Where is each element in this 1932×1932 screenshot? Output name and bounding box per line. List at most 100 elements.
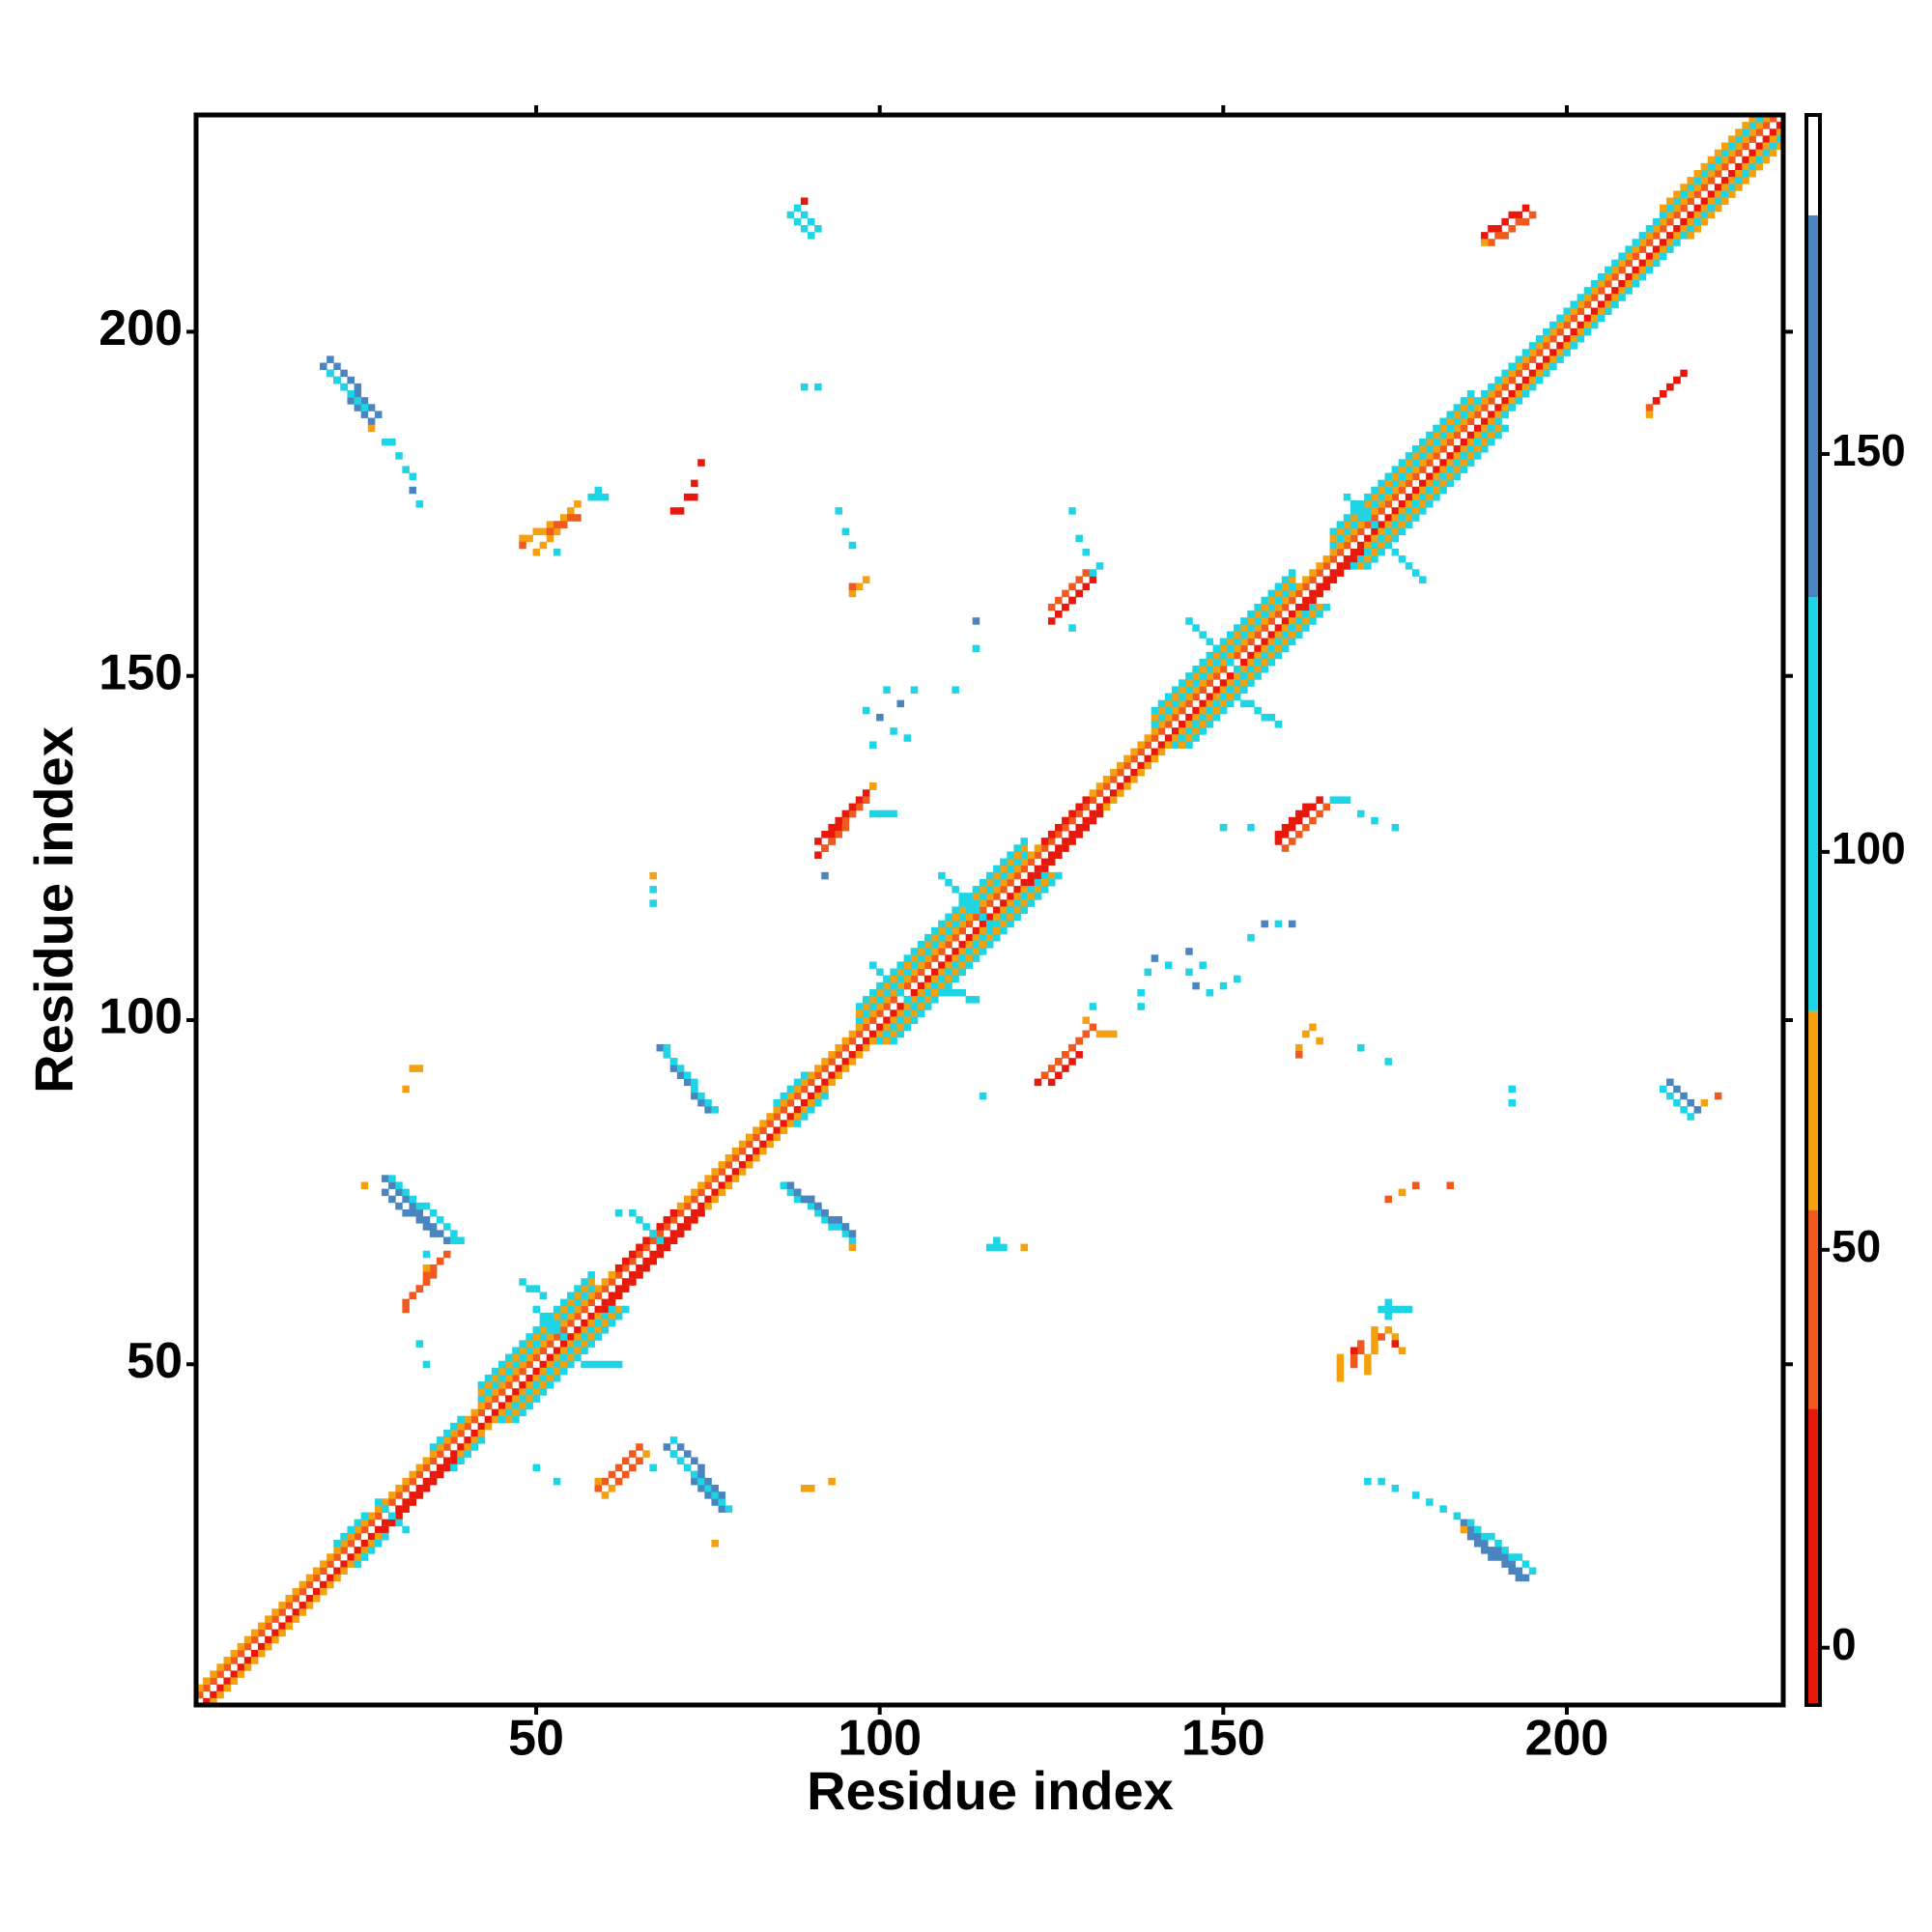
heatmap-cell bbox=[1302, 582, 1310, 591]
heatmap-cell bbox=[1007, 920, 1014, 928]
heatmap-cell bbox=[1199, 679, 1207, 687]
heatmap-cell bbox=[1433, 479, 1440, 488]
heatmap-cell bbox=[1157, 721, 1166, 728]
heatmap-cell bbox=[683, 1202, 692, 1210]
heatmap-cell bbox=[1274, 631, 1283, 639]
heatmap-cell bbox=[821, 1065, 829, 1072]
heatmap-cell bbox=[793, 1120, 802, 1127]
heatmap-cell bbox=[559, 1360, 568, 1369]
heatmap-cell bbox=[676, 1230, 685, 1237]
heatmap-cell bbox=[1466, 411, 1475, 418]
heatmap-cell bbox=[395, 452, 403, 460]
heatmap-cell bbox=[1742, 128, 1749, 136]
heatmap-cell bbox=[388, 1519, 396, 1527]
heatmap-cell bbox=[237, 1663, 245, 1671]
heatmap-cell bbox=[621, 1285, 630, 1293]
heatmap-cell bbox=[938, 975, 946, 983]
heatmap-cell bbox=[1762, 142, 1771, 151]
heatmap-cell bbox=[367, 1547, 376, 1554]
heatmap-cell bbox=[1034, 865, 1042, 873]
heatmap-cell bbox=[1212, 666, 1221, 673]
colorbar-tick-label: 150 bbox=[1832, 425, 1906, 475]
heatmap-cell bbox=[979, 920, 987, 928]
heatmap-cell bbox=[931, 948, 939, 955]
heatmap-cell bbox=[1007, 906, 1014, 914]
heatmap-cell bbox=[697, 1181, 705, 1189]
heatmap-cell bbox=[1597, 314, 1605, 323]
heatmap-cell bbox=[691, 479, 698, 488]
heatmap-cell bbox=[422, 1278, 431, 1286]
heatmap-cell bbox=[312, 1587, 321, 1596]
heatmap-cell bbox=[1405, 500, 1413, 508]
heatmap-cell bbox=[230, 1657, 239, 1664]
heatmap-cell bbox=[1405, 493, 1413, 501]
heatmap-cell bbox=[691, 1092, 698, 1100]
heatmap-cell bbox=[1350, 555, 1358, 563]
heatmap-cell bbox=[519, 1402, 526, 1410]
heatmap-cell bbox=[395, 1202, 403, 1210]
heatmap-cell bbox=[1419, 576, 1427, 583]
heatmap-cell bbox=[539, 1388, 548, 1396]
heatmap-cell bbox=[1309, 603, 1317, 611]
heatmap-cell bbox=[250, 1657, 259, 1664]
heatmap-cell bbox=[890, 810, 897, 818]
heatmap-cell bbox=[1371, 548, 1378, 556]
heatmap-cell bbox=[1185, 713, 1193, 722]
heatmap-cell bbox=[828, 1078, 836, 1087]
heatmap-cell bbox=[1494, 431, 1502, 440]
heatmap-cell bbox=[1543, 327, 1550, 336]
heatmap-cell bbox=[1384, 1305, 1392, 1314]
heatmap-cell bbox=[1528, 376, 1537, 384]
heatmap-cell bbox=[477, 1381, 486, 1389]
heatmap-cell bbox=[1419, 486, 1427, 495]
heatmap-cell bbox=[1295, 631, 1303, 639]
heatmap-cell bbox=[848, 1243, 857, 1252]
heatmap-cell bbox=[711, 1106, 719, 1114]
heatmap-cell bbox=[676, 1457, 685, 1465]
heatmap-cell bbox=[1391, 486, 1400, 495]
heatmap-cell bbox=[1769, 149, 1777, 157]
heatmap-cell bbox=[402, 1305, 410, 1314]
heatmap-cell bbox=[1535, 342, 1544, 350]
heatmap-cell bbox=[1426, 445, 1434, 453]
heatmap-cell bbox=[1439, 424, 1447, 433]
heatmap-cell bbox=[374, 1525, 383, 1534]
heatmap-cell bbox=[814, 225, 822, 233]
heatmap-cell bbox=[1439, 459, 1447, 467]
heatmap-cell bbox=[1034, 893, 1042, 900]
heatmap-cell bbox=[519, 1278, 526, 1286]
heatmap-cell bbox=[429, 1208, 438, 1217]
heatmap-cell bbox=[1199, 666, 1207, 673]
heatmap-cell bbox=[636, 1457, 643, 1465]
heatmap-cell bbox=[1405, 479, 1413, 488]
heatmap-cell bbox=[1590, 294, 1599, 301]
heatmap-cell bbox=[1508, 1560, 1517, 1568]
heatmap-cell bbox=[402, 1498, 410, 1506]
heatmap-cell bbox=[993, 1236, 1001, 1244]
heatmap-cell bbox=[1597, 280, 1605, 288]
heatmap-cell bbox=[1261, 611, 1268, 618]
heatmap-cell bbox=[1075, 1037, 1083, 1045]
y-tick-label: 50 bbox=[127, 1333, 183, 1389]
heatmap-cell bbox=[1007, 871, 1014, 880]
heatmap-cell bbox=[1488, 390, 1495, 398]
heatmap-cell bbox=[415, 1492, 424, 1499]
heatmap-cell bbox=[1453, 472, 1462, 481]
heatmap-cell bbox=[945, 988, 952, 997]
heatmap-cell bbox=[704, 1106, 712, 1114]
heatmap-cell bbox=[450, 1450, 458, 1458]
heatmap-cell bbox=[608, 1319, 616, 1327]
heatmap-cell bbox=[993, 893, 1001, 900]
heatmap-cell bbox=[497, 1402, 506, 1410]
heatmap-cell bbox=[1405, 459, 1413, 467]
heatmap-cell bbox=[979, 926, 987, 935]
heatmap-cell bbox=[333, 1539, 341, 1548]
heatmap-cell bbox=[1391, 548, 1400, 556]
heatmap-cell bbox=[1137, 1003, 1145, 1010]
heatmap-cell bbox=[1590, 307, 1599, 316]
heatmap-cell bbox=[278, 1602, 286, 1609]
heatmap-cell bbox=[1055, 1058, 1063, 1065]
heatmap-cell bbox=[1618, 266, 1626, 274]
heatmap-cell bbox=[388, 1492, 396, 1499]
heatmap-cell bbox=[718, 1498, 726, 1506]
